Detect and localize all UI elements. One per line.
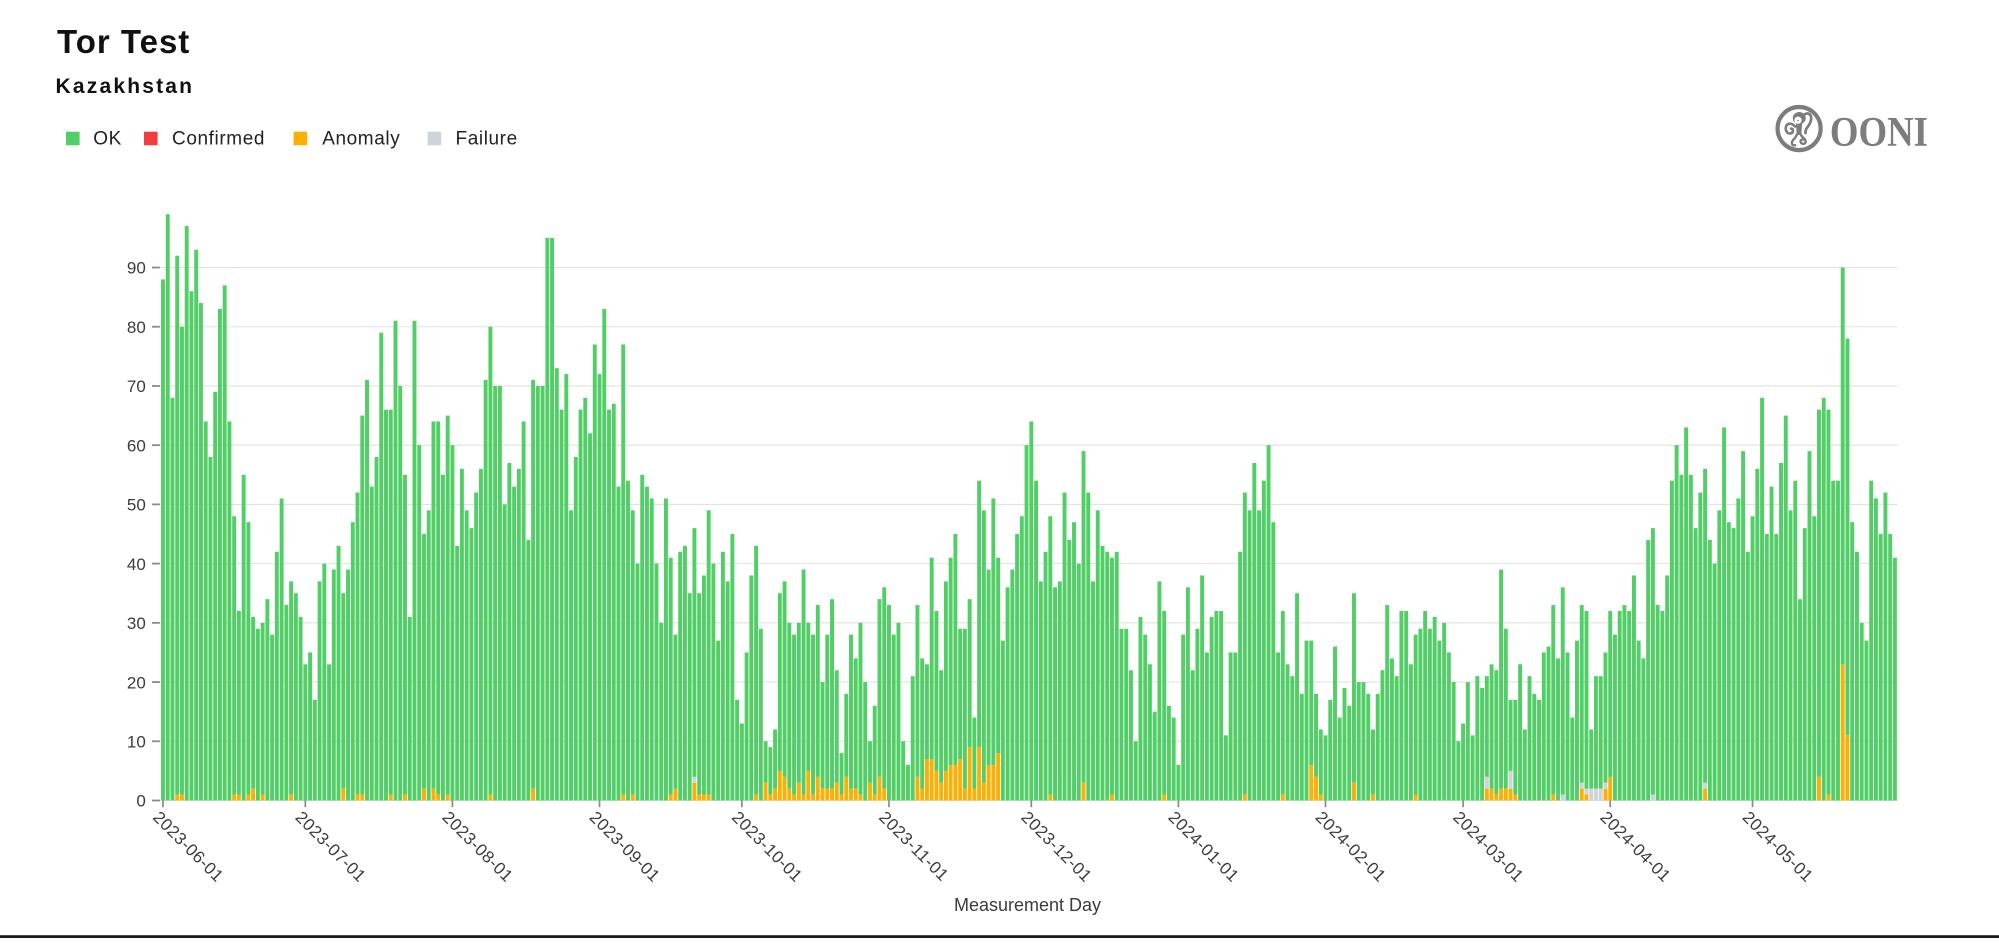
svg-text:70: 70 <box>127 377 146 396</box>
svg-text:OONI: OONI <box>1830 109 1928 156</box>
svg-text:Measurement Day: Measurement Day <box>954 895 1101 915</box>
svg-text:10: 10 <box>127 732 146 751</box>
svg-text:60: 60 <box>127 436 146 455</box>
svg-text:Tor Test: Tor Test <box>57 23 190 60</box>
svg-text:50: 50 <box>127 496 146 515</box>
svg-text:Failure: Failure <box>456 128 518 149</box>
svg-text:30: 30 <box>127 614 146 633</box>
svg-text:Confirmed: Confirmed <box>172 128 265 149</box>
svg-text:90: 90 <box>127 259 146 278</box>
svg-text:40: 40 <box>127 555 146 574</box>
svg-text:20: 20 <box>127 673 146 692</box>
svg-text:0: 0 <box>136 792 145 811</box>
svg-text:Kazakhstan: Kazakhstan <box>56 75 195 98</box>
svg-text:OK: OK <box>93 128 122 149</box>
svg-text:80: 80 <box>127 318 146 337</box>
svg-text:Anomaly: Anomaly <box>322 128 400 149</box>
